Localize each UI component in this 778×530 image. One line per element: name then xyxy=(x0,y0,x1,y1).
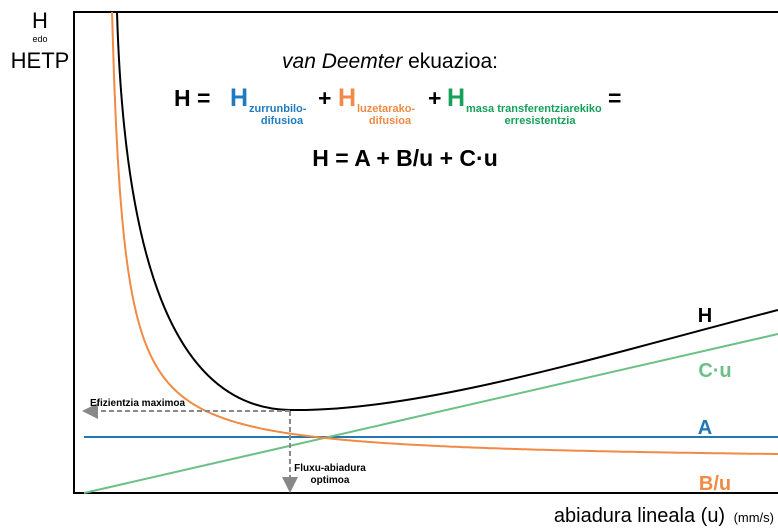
c-line xyxy=(83,333,778,494)
eq-term-sub: luzetarako- xyxy=(357,103,415,115)
frame xyxy=(73,11,778,494)
x-label-unit: (mm/s) xyxy=(734,510,774,525)
eq-term-symbol: H xyxy=(338,84,356,112)
b-label: B/u xyxy=(699,473,731,495)
equation: H = H zurrunbilo- difusioa + H luzetarak… xyxy=(174,84,621,171)
eq-op: = xyxy=(608,85,621,111)
optimal-flow-label: optimoa xyxy=(311,475,350,486)
a-label: A xyxy=(698,417,712,439)
y-label-joiner: edo xyxy=(32,34,47,44)
eq-term-sub: masa transferentziarekiko xyxy=(466,103,602,115)
eq-term-sub: difusioa xyxy=(369,115,412,127)
title-italic: van Deemter xyxy=(282,50,403,73)
optimal-flow-label: Fluxu-abiadura xyxy=(294,463,366,474)
c-label: C·u xyxy=(698,360,731,382)
y-label-alt: HETP xyxy=(11,48,70,73)
eq-term-symbol: H xyxy=(447,84,465,112)
eq-term-sub: erresistentzia xyxy=(505,115,577,127)
h-label: H xyxy=(698,305,712,327)
eq-lhs: H = xyxy=(174,85,210,111)
equation-title: van Deemter ekuazioa: xyxy=(282,50,498,73)
eq-term-sub: zurrunbilo- xyxy=(249,103,307,115)
max-efficiency-label: Efizientzia maximoa xyxy=(90,398,185,409)
x-label: abiadura lineala (u) (mm/s) xyxy=(554,505,774,527)
x-label-main: abiadura lineala (u) xyxy=(554,505,725,527)
eq-op: + xyxy=(428,85,441,111)
title-rest: ekuazioa: xyxy=(408,50,498,73)
eq-term-symbol: H xyxy=(230,84,248,112)
b-curve xyxy=(111,11,778,455)
eq-op: + xyxy=(318,85,331,111)
y-label-main: H xyxy=(32,8,48,33)
formula: H = A + B/u + C·u xyxy=(312,145,498,171)
eq-term-sub: difusioa xyxy=(261,115,304,127)
